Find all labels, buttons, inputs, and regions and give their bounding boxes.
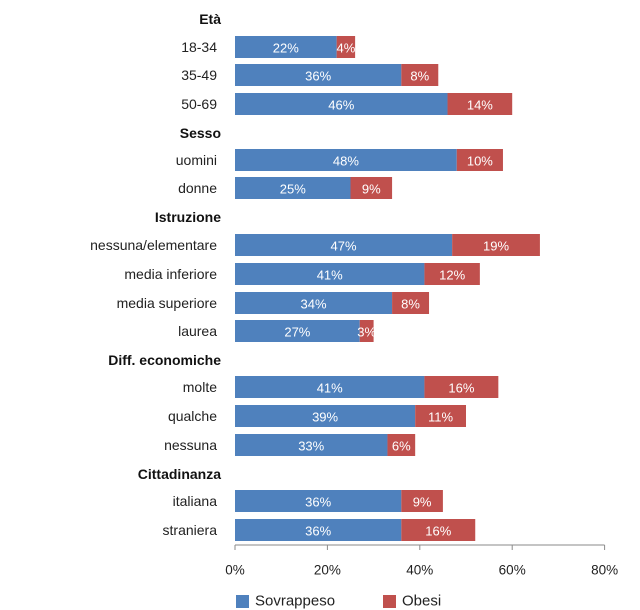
data-label-obesi: 9% xyxy=(362,182,381,197)
bar-obesi xyxy=(401,519,476,541)
bar-sovrappeso xyxy=(235,93,448,115)
bar-obesi xyxy=(401,490,443,512)
data-label-sovrappeso: 47% xyxy=(331,239,357,254)
category-label: uomini xyxy=(176,152,217,168)
category-label: media inferiore xyxy=(124,266,217,282)
data-label-sovrappeso: 39% xyxy=(312,410,338,425)
data-label-obesi: 8% xyxy=(401,297,420,312)
data-label-obesi: 9% xyxy=(413,495,432,510)
category-label: media superiore xyxy=(117,295,218,311)
group-header: Cittadinanza xyxy=(138,466,221,482)
category-label: nessuna xyxy=(164,437,217,453)
category-label: nessuna/elementare xyxy=(90,237,217,253)
bar-sovrappeso xyxy=(235,405,416,427)
bar-obesi xyxy=(336,36,356,58)
category-label: molte xyxy=(183,379,217,395)
bar-obesi xyxy=(350,177,393,199)
legend-swatch-sovrappeso xyxy=(236,595,249,608)
data-label-sovrappeso: 41% xyxy=(317,268,343,283)
bar-sovrappeso xyxy=(235,234,453,256)
bar-sovrappeso xyxy=(235,490,402,512)
bar-obesi xyxy=(456,149,503,171)
data-label-obesi: 12% xyxy=(439,268,465,283)
category-label: 18-34 xyxy=(181,39,217,55)
group-header: Diff. economiche xyxy=(108,352,221,368)
bar-sovrappeso xyxy=(235,519,402,541)
bar-sovrappeso xyxy=(235,434,388,456)
bar-sovrappeso xyxy=(235,320,360,342)
bar-sovrappeso xyxy=(235,149,457,171)
category-label: donne xyxy=(178,180,217,196)
data-label-sovrappeso: 36% xyxy=(305,524,331,539)
data-label-sovrappeso: 36% xyxy=(305,69,331,84)
category-label: qualche xyxy=(168,408,217,424)
bar-sovrappeso xyxy=(235,292,393,314)
bar-sovrappeso xyxy=(235,177,351,199)
bar-sovrappeso xyxy=(235,36,337,58)
bar-obesi xyxy=(447,93,513,115)
bar-obesi xyxy=(392,292,430,314)
data-label-obesi: 16% xyxy=(448,381,474,396)
x-tick-label: 0% xyxy=(225,563,245,578)
data-label-sovrappeso: 33% xyxy=(298,439,324,454)
bar-obesi xyxy=(401,64,439,86)
group-header: Sesso xyxy=(180,125,221,141)
data-label-sovrappeso: 41% xyxy=(317,381,343,396)
data-label-sovrappeso: 36% xyxy=(305,495,331,510)
group-header: Istruzione xyxy=(155,209,221,225)
bar-obesi xyxy=(452,234,540,256)
category-label: italiana xyxy=(173,493,218,509)
data-label-sovrappeso: 48% xyxy=(333,154,359,169)
category-label: straniera xyxy=(163,522,218,538)
data-label-obesi: 11% xyxy=(428,410,453,425)
legend-label-sovrappeso: Sovrappeso xyxy=(255,593,335,610)
x-tick-label: 40% xyxy=(406,563,433,578)
legend-label-obesi: Obesi xyxy=(402,593,441,610)
data-label-obesi: 4% xyxy=(336,41,355,56)
data-label-obesi: 16% xyxy=(425,524,451,539)
data-label-obesi: 3% xyxy=(357,325,376,340)
bar-obesi xyxy=(415,405,466,427)
category-label: laurea xyxy=(178,323,217,339)
data-label-obesi: 19% xyxy=(483,239,509,254)
bar-obesi xyxy=(359,320,374,342)
bar-obesi xyxy=(387,434,416,456)
bar-sovrappeso xyxy=(235,263,425,285)
data-label-sovrappeso: 22% xyxy=(273,41,299,56)
data-label-sovrappeso: 46% xyxy=(328,98,354,113)
x-tick-label: 20% xyxy=(314,563,341,578)
bar-sovrappeso xyxy=(235,376,425,398)
data-label-obesi: 6% xyxy=(392,439,411,454)
bar-obesi xyxy=(424,263,480,285)
category-label: 35-49 xyxy=(181,67,217,83)
x-tick-label: 60% xyxy=(499,563,526,578)
bar-obesi xyxy=(424,376,499,398)
group-header: Età xyxy=(199,11,221,27)
data-label-obesi: 8% xyxy=(410,69,429,84)
bar-sovrappeso xyxy=(235,64,402,86)
data-label-sovrappeso: 34% xyxy=(301,297,327,312)
data-label-sovrappeso: 27% xyxy=(284,325,310,340)
legend-swatch-obesi xyxy=(383,595,396,608)
x-tick-label: 80% xyxy=(591,563,618,578)
data-label-obesi: 14% xyxy=(467,98,493,113)
data-label-sovrappeso: 25% xyxy=(280,182,306,197)
category-label: 50-69 xyxy=(181,96,217,112)
data-label-obesi: 10% xyxy=(467,154,493,169)
